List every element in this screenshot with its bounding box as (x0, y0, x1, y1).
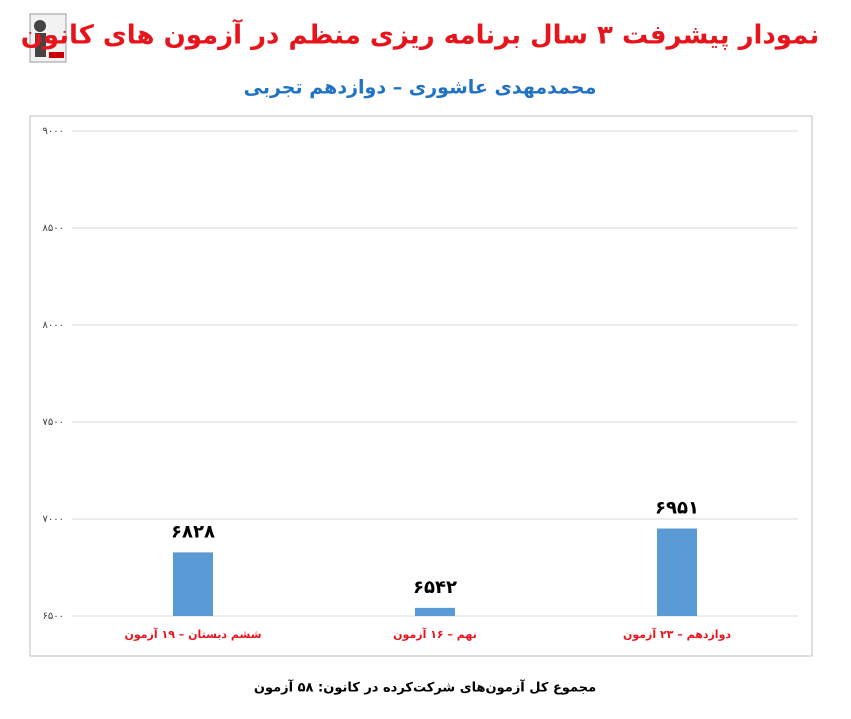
x-tick-label: دوازدهم – ۲۳ آزمون (623, 627, 731, 641)
data-label: ۶۹۵۱ (655, 498, 699, 519)
logo-mark (49, 52, 64, 58)
plot-frame (29, 115, 813, 657)
bar (173, 552, 213, 616)
chart-title: نمودار پیشرفت ۳ سال برنامه ریزی منظم در … (21, 19, 820, 51)
data-label: ۶۸۲۸ (171, 521, 215, 542)
y-tick-label: ۷۰۰۰ (43, 514, 64, 525)
footer: مجموع کل آزمون‌های شرکت‌کرده در کانون: ۵… (254, 679, 596, 696)
logo (29, 13, 67, 63)
bar (657, 528, 697, 616)
bar (415, 607, 455, 616)
y-tick-label: ۶۵۰۰ (43, 611, 64, 622)
data-label: ۶۵۴۲ (413, 577, 457, 598)
logo-figure (34, 20, 46, 32)
y-tick-label: ۸۰۰۰ (43, 320, 64, 331)
logo-figure-body (35, 33, 46, 57)
y-tick-label: ۷۵۰۰ (43, 417, 64, 428)
x-tick-label: نهم – ۱۶ آزمون (393, 627, 477, 641)
y-tick-label: ۹۰۰۰ (43, 126, 64, 137)
x-tick-label: ششم دبستان – ۱۹ آزمون (124, 627, 261, 641)
y-tick-label: ۸۵۰۰ (43, 223, 64, 234)
chart-subtitle: محمدمهدی عاشوری – دوازدهم تجربی (244, 77, 597, 99)
